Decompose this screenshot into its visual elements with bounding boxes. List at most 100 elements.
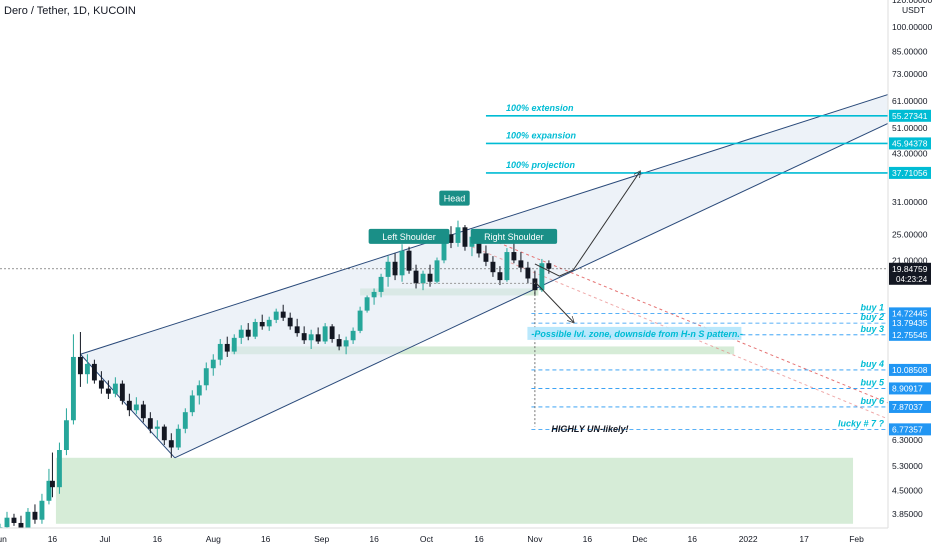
candle-body — [532, 278, 538, 291]
x-tick-label: 16 — [153, 534, 163, 544]
candle-body — [77, 356, 83, 375]
candle-body — [364, 297, 370, 311]
drawings-layer — [402, 172, 640, 427]
candle-body — [371, 291, 377, 298]
candle-body — [546, 263, 552, 269]
x-tick-label: Sep — [314, 534, 329, 544]
candle-body — [39, 500, 45, 520]
candle-body — [154, 426, 160, 429]
candle-body — [322, 326, 328, 342]
candle-body — [46, 480, 52, 501]
candle-body — [245, 329, 251, 337]
candle-body — [490, 261, 496, 273]
candle-body — [224, 343, 230, 352]
y-tick-label: 61.00000 — [892, 96, 928, 106]
x-tick-label: 16 — [369, 534, 379, 544]
candle-body — [203, 368, 209, 386]
candle-body — [56, 449, 62, 488]
candle-body — [462, 227, 468, 247]
candle-body — [105, 388, 111, 394]
pattern-label-box — [368, 228, 450, 244]
candle-body — [308, 334, 314, 341]
annotation-text: -Possible lvl. zone, downside from H-n S… — [531, 329, 743, 339]
candle-body — [504, 252, 510, 281]
y-tick-label: 85.00000 — [892, 47, 928, 57]
candle-body — [539, 263, 545, 291]
currency-label: USDT — [902, 5, 925, 15]
demand-zone — [55, 457, 854, 524]
candle-body — [119, 383, 125, 401]
wedge-upper-line — [80, 79, 932, 355]
candle-body — [455, 227, 461, 243]
price-marker-box — [889, 317, 931, 330]
candle-body — [49, 480, 55, 488]
y-tick-label: 4.50000 — [892, 485, 923, 495]
time-axis-bg — [0, 528, 888, 550]
buy-level-label: buy 3 — [860, 324, 884, 334]
candle-body — [343, 340, 349, 347]
candle-body — [266, 319, 272, 327]
candle-body — [420, 273, 426, 284]
y-tick-label: 5.30000 — [892, 461, 923, 471]
candle-body — [252, 321, 258, 337]
candle-body — [84, 363, 90, 375]
price-marker-label: 8.90917 — [892, 383, 923, 393]
candle-body — [18, 522, 24, 528]
candle-body — [497, 272, 503, 281]
candle-body — [11, 517, 17, 523]
channel-lower-line — [471, 246, 932, 438]
price-marker-box — [889, 166, 931, 179]
candle-body — [4, 517, 10, 528]
candle-body — [518, 260, 524, 268]
candle-body — [441, 234, 447, 261]
candle-body — [301, 333, 307, 341]
price-marker-box — [889, 137, 931, 150]
candle-body — [217, 343, 223, 360]
buy-level-label: buy 4 — [860, 359, 884, 369]
candle-body — [399, 250, 405, 276]
candle-body — [238, 329, 244, 338]
y-tick-label: 6.30000 — [892, 435, 923, 445]
candle-body — [525, 267, 531, 279]
chart-title: Dero / Tether, 1D, KUCOIN — [4, 5, 136, 17]
price-marker-label: 6.77357 — [892, 424, 923, 434]
candle-body — [210, 359, 216, 369]
candle-body — [189, 395, 195, 413]
buy-level-label: buy 1 — [860, 302, 884, 312]
candle-body — [378, 276, 384, 292]
x-tick-label: Feb — [849, 534, 864, 544]
price-marker-box — [889, 109, 931, 122]
countdown-label: 04:23:24 — [896, 275, 928, 284]
projection-path — [534, 172, 640, 277]
buy-level-label: lucky # 7 ? — [838, 418, 885, 428]
y-tick-label: 120.00000 — [892, 0, 932, 5]
candle-body — [140, 404, 146, 419]
y-tick-label: 51.00000 — [892, 123, 928, 133]
annotation-text: HIGHLY UN-likely! — [551, 424, 628, 434]
candle-body — [168, 440, 174, 448]
wedge-lower-line — [174, 102, 932, 459]
candle-body — [32, 511, 38, 520]
fib-level-label: 100% extension — [506, 103, 574, 113]
levels-layer: 100% extension 100% expansion 100% project… — [0, 103, 888, 430]
candle-body — [112, 383, 118, 394]
fib-level-label: 100% expansion — [506, 130, 577, 140]
candle-body — [175, 428, 181, 448]
candle-body — [329, 326, 335, 340]
candle-body — [287, 317, 293, 327]
x-tick-label: 2022 — [739, 534, 758, 544]
x-tick-label: 16 — [583, 534, 593, 544]
candle-body — [98, 380, 104, 389]
candle-body — [385, 261, 391, 277]
price-marker-label: 12.75545 — [892, 330, 928, 340]
last-price-label: 19.84759 — [892, 264, 928, 274]
fib-level-label: 100% projection — [506, 160, 576, 170]
candle-body — [476, 236, 482, 254]
candle-body — [427, 273, 433, 282]
candle-body — [133, 404, 139, 411]
x-tick-label: Jun — [0, 534, 7, 544]
zones-layer — [55, 288, 854, 524]
price-marker-label: 10.08508 — [892, 365, 928, 375]
